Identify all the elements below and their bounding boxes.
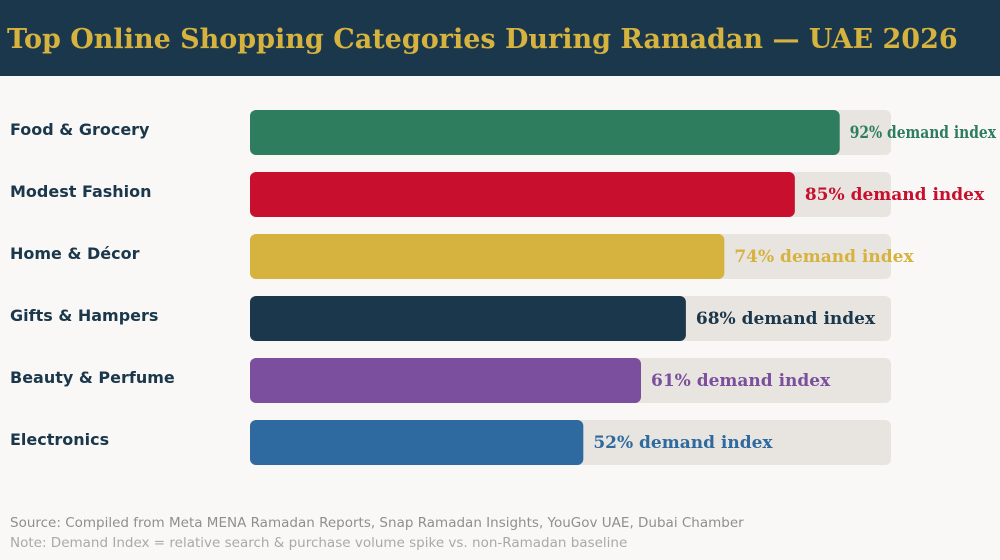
bar-beauty-perfume	[250, 358, 642, 403]
category-label-food-grocery: Food & Grocery	[10, 120, 150, 139]
category-label-electronics: Electronics	[10, 430, 109, 449]
chart-title: Top Online Shopping Categories During Ra…	[7, 24, 958, 55]
chart-header: Top Online Shopping Categories During Ra…	[0, 0, 1000, 76]
category-label-modest-fashion: Modest Fashion	[10, 182, 152, 201]
value-label-beauty-perfume: 61% demand index	[651, 371, 831, 391]
bar-gifts-hampers	[250, 296, 686, 341]
value-label-food-grocery: 92% demand index	[850, 123, 997, 143]
bar-modest-fashion	[250, 172, 795, 217]
definition-note: Note: Demand Index = relative search & p…	[10, 535, 628, 551]
bar-electronics	[250, 420, 584, 465]
bar-chart: Food & Grocery 92% demand index Modest Fas…	[10, 110, 997, 465]
category-label-gifts-hampers: Gifts & Hampers	[10, 306, 158, 325]
category-label-beauty-perfume: Beauty & Perfume	[10, 368, 175, 387]
value-label-home-d-cor: 74% demand index	[734, 247, 914, 267]
bar-food-grocery	[250, 110, 840, 155]
bar-home-d-cor	[250, 234, 725, 279]
category-label-home-d-cor: Home & Décor	[10, 244, 140, 263]
value-label-gifts-hampers: 68% demand index	[696, 309, 876, 329]
value-label-electronics: 52% demand index	[593, 433, 773, 453]
value-label-modest-fashion: 85% demand index	[805, 185, 985, 205]
source-note: Source: Compiled from Meta MENA Ramadan …	[10, 515, 744, 531]
